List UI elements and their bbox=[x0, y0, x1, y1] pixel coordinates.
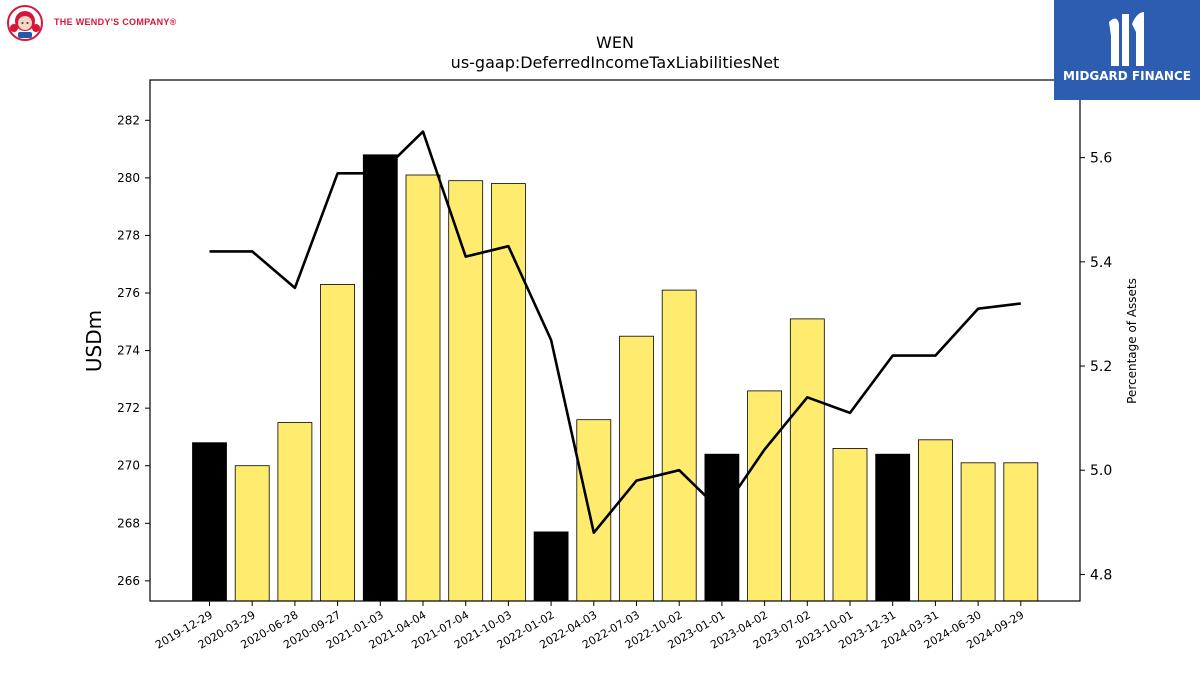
midgard-emblem-icon bbox=[1109, 12, 1144, 67]
wendys-brand-text: THE WENDY'S COMPANY® bbox=[54, 17, 177, 27]
y-tick-label: 266 bbox=[117, 574, 140, 588]
plot-frame bbox=[149, 79, 1081, 602]
pct-of-assets-line bbox=[209, 130, 1021, 535]
y-axis-label: USDm bbox=[82, 310, 106, 372]
midgard-brand-text: MIDGARD FINANCE bbox=[1063, 69, 1191, 83]
bar-2022-10-02 bbox=[661, 289, 697, 602]
chart-subtitle: us-gaap:DeferredIncomeTaxLiabilitiesNet bbox=[450, 53, 780, 72]
wendys-logo: THE WENDY'S COMPANY® bbox=[6, 4, 206, 42]
y-tick-label: 278 bbox=[117, 228, 140, 242]
bars bbox=[192, 154, 1039, 602]
bar-2024-03-31 bbox=[918, 439, 953, 602]
bar-2023-10-01 bbox=[832, 447, 868, 602]
bar-2021-04-04 bbox=[405, 174, 441, 602]
bar-2021-01-03 bbox=[362, 154, 398, 602]
y2-tick-label: 5.0 bbox=[1090, 463, 1112, 479]
bar-2019-12-29 bbox=[192, 442, 227, 602]
bar-2020-06-28 bbox=[277, 422, 313, 602]
y-tick-label: 272 bbox=[117, 401, 140, 415]
y2-tick-label: 5.2 bbox=[1090, 359, 1112, 375]
y2-tick-label: 5.4 bbox=[1090, 255, 1112, 271]
bar-2022-04-03 bbox=[576, 419, 612, 602]
bar-2023-07-02 bbox=[789, 318, 825, 602]
wendys-mascot-icon bbox=[7, 5, 43, 41]
bar-2020-09-27 bbox=[320, 283, 356, 602]
chart-title: WEN bbox=[596, 33, 634, 52]
y-tick-label: 280 bbox=[117, 171, 140, 185]
y-tick-label: 276 bbox=[117, 286, 140, 300]
y2-tick-label: 4.8 bbox=[1090, 567, 1112, 583]
y2-tick-label: 5.6 bbox=[1090, 151, 1112, 167]
bar-2023-04-02 bbox=[747, 390, 782, 602]
bar-2023-01-01 bbox=[704, 453, 740, 602]
bar-2022-07-03 bbox=[619, 335, 654, 602]
y2-axis-label: Percentage of Assets bbox=[1125, 278, 1139, 404]
bar-2021-07-04 bbox=[448, 180, 484, 602]
bar-2024-06-30 bbox=[960, 462, 996, 602]
y-tick-label: 274 bbox=[117, 344, 140, 358]
y-tick-label: 270 bbox=[117, 459, 140, 473]
line-layer bbox=[209, 130, 1021, 535]
y-tick-label: 282 bbox=[117, 113, 140, 127]
bar-2022-01-02 bbox=[533, 531, 569, 602]
bar-2023-12-31 bbox=[875, 453, 911, 602]
bar-2024-09-29 bbox=[1003, 462, 1039, 602]
bar-2021-10-03 bbox=[490, 183, 526, 602]
y-tick-label: 268 bbox=[117, 516, 140, 530]
bar-2020-03-29 bbox=[234, 465, 270, 602]
midgard-finance-logo: MIDGARD FINANCE bbox=[1054, 0, 1200, 100]
